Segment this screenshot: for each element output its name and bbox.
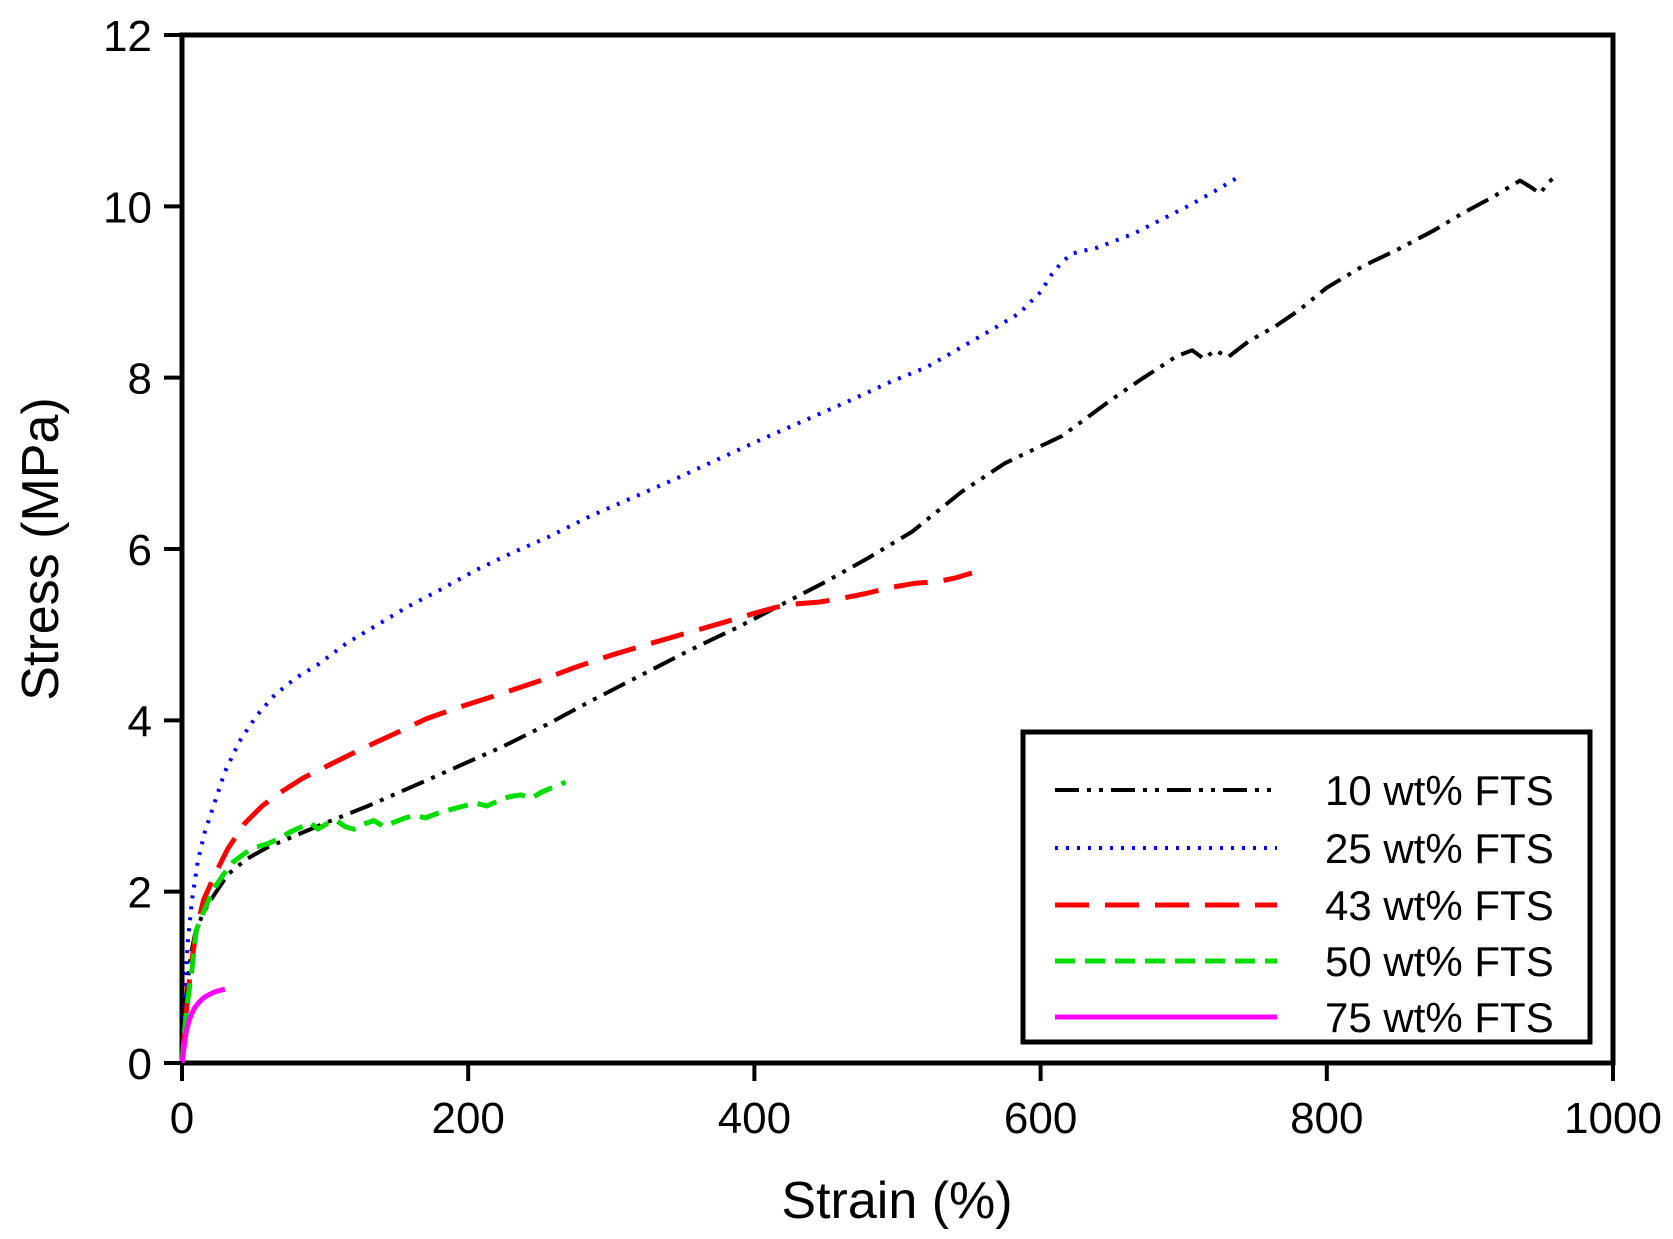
legend-label-43-wt-fts: 43 wt% FTS xyxy=(1325,882,1554,929)
y-tick-label: 12 xyxy=(103,12,152,61)
curve-43-wt-fts xyxy=(179,570,973,1064)
legend-label-10-wt-fts: 10 wt% FTS xyxy=(1325,767,1554,814)
y-tick-label: 6 xyxy=(128,526,152,575)
curve-10-wt-fts xyxy=(180,173,1559,1064)
legend-label-50-wt-fts: 50 wt% FTS xyxy=(1325,938,1554,985)
y-tick-label: 4 xyxy=(128,697,152,746)
x-tick-label: 600 xyxy=(1004,1094,1077,1143)
y-tick-label: 10 xyxy=(103,183,152,232)
legend-box xyxy=(1020,729,1593,1045)
y-tick-label: 8 xyxy=(128,355,152,404)
y-tick-label: 0 xyxy=(128,1040,152,1089)
legend-label-25-wt-fts: 25 wt% FTS xyxy=(1325,825,1554,872)
y-tick-label: 2 xyxy=(128,869,152,918)
plot-area: 0 200 400 600 800 1000 0 2 4 6 8 10 12 10 wt% FTS 25 w… xyxy=(103,12,1662,1143)
curve-50-wt-fts xyxy=(179,779,567,1064)
x-tick-label: 400 xyxy=(718,1094,791,1143)
x-tick-label: 800 xyxy=(1290,1094,1363,1143)
x-axis-title: Strain (%) xyxy=(781,1172,1012,1230)
curve-75-wt-fts xyxy=(179,986,226,1064)
x-tick-label: 0 xyxy=(170,1094,194,1143)
x-tick-label: 200 xyxy=(431,1094,504,1143)
x-tick-label: 1000 xyxy=(1564,1094,1662,1143)
legend-label-75-wt-fts: 75 wt% FTS xyxy=(1325,994,1554,1041)
y-axis-title: Stress (MPa) xyxy=(12,397,70,700)
